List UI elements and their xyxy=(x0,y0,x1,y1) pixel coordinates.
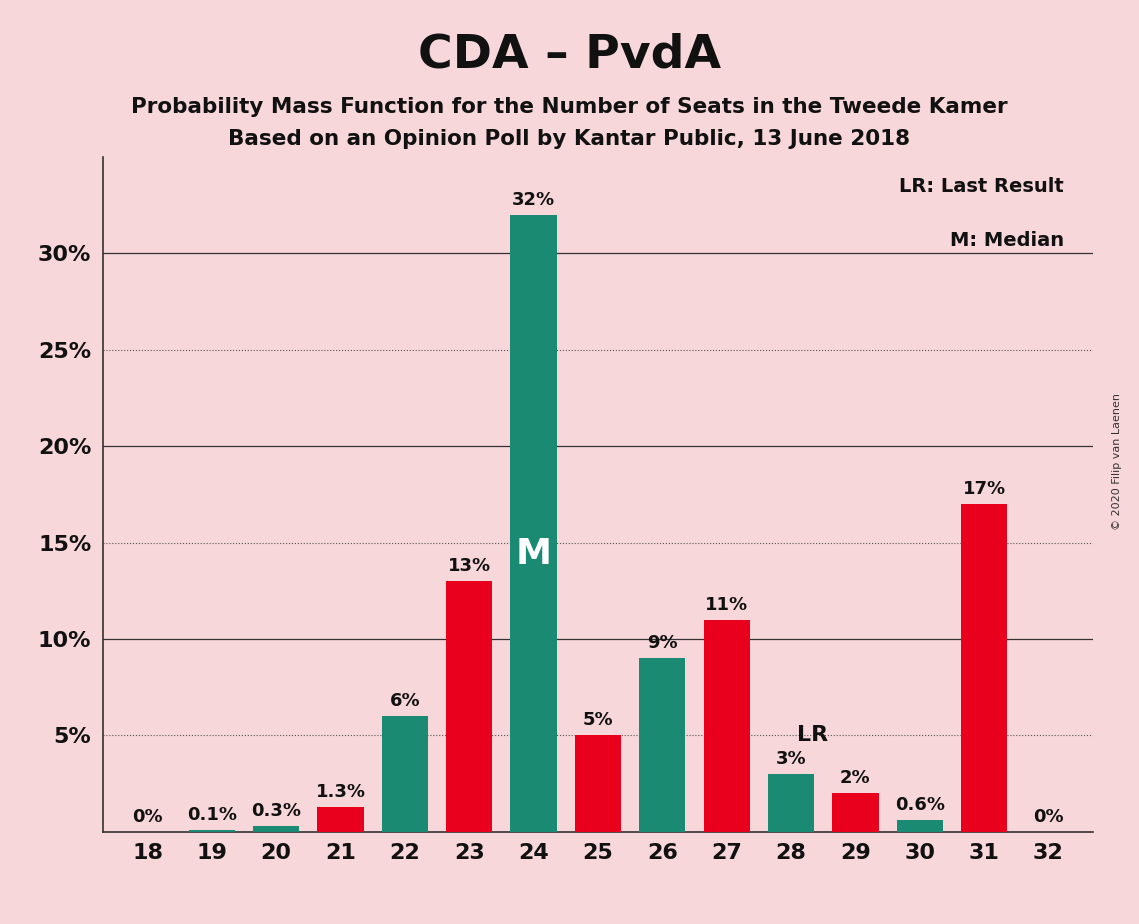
Text: M: M xyxy=(516,537,551,571)
Text: Probability Mass Function for the Number of Seats in the Tweede Kamer: Probability Mass Function for the Number… xyxy=(131,97,1008,117)
Text: 0.3%: 0.3% xyxy=(252,802,301,820)
Text: LR: LR xyxy=(797,724,828,745)
Bar xyxy=(189,830,235,832)
Text: 0.1%: 0.1% xyxy=(187,806,237,824)
Text: 0%: 0% xyxy=(132,808,163,826)
Bar xyxy=(833,793,878,832)
Text: M: Median: M: Median xyxy=(950,231,1064,250)
Text: 13%: 13% xyxy=(448,557,491,576)
Text: 9%: 9% xyxy=(647,635,678,652)
Bar xyxy=(318,807,363,832)
Bar xyxy=(510,215,557,832)
Text: 32%: 32% xyxy=(513,191,555,209)
Text: LR: Last Result: LR: Last Result xyxy=(899,177,1064,196)
Text: 0.6%: 0.6% xyxy=(895,796,944,814)
Bar xyxy=(704,620,749,832)
Text: 17%: 17% xyxy=(962,480,1006,498)
Bar xyxy=(253,826,300,832)
Bar xyxy=(382,716,428,832)
Bar xyxy=(961,504,1007,832)
Text: © 2020 Filip van Laenen: © 2020 Filip van Laenen xyxy=(1112,394,1122,530)
Text: 0%: 0% xyxy=(1033,808,1064,826)
Text: 11%: 11% xyxy=(705,596,748,614)
Text: 1.3%: 1.3% xyxy=(316,783,366,801)
Bar xyxy=(896,820,943,832)
Text: Based on an Opinion Poll by Kantar Public, 13 June 2018: Based on an Opinion Poll by Kantar Publi… xyxy=(229,129,910,150)
Text: CDA – PvdA: CDA – PvdA xyxy=(418,32,721,78)
Bar xyxy=(446,581,492,832)
Bar xyxy=(575,736,621,832)
Bar xyxy=(639,658,686,832)
Text: 2%: 2% xyxy=(841,770,870,787)
Bar xyxy=(768,773,814,832)
Text: 3%: 3% xyxy=(776,750,806,768)
Text: 5%: 5% xyxy=(583,711,613,729)
Text: 6%: 6% xyxy=(390,692,420,711)
